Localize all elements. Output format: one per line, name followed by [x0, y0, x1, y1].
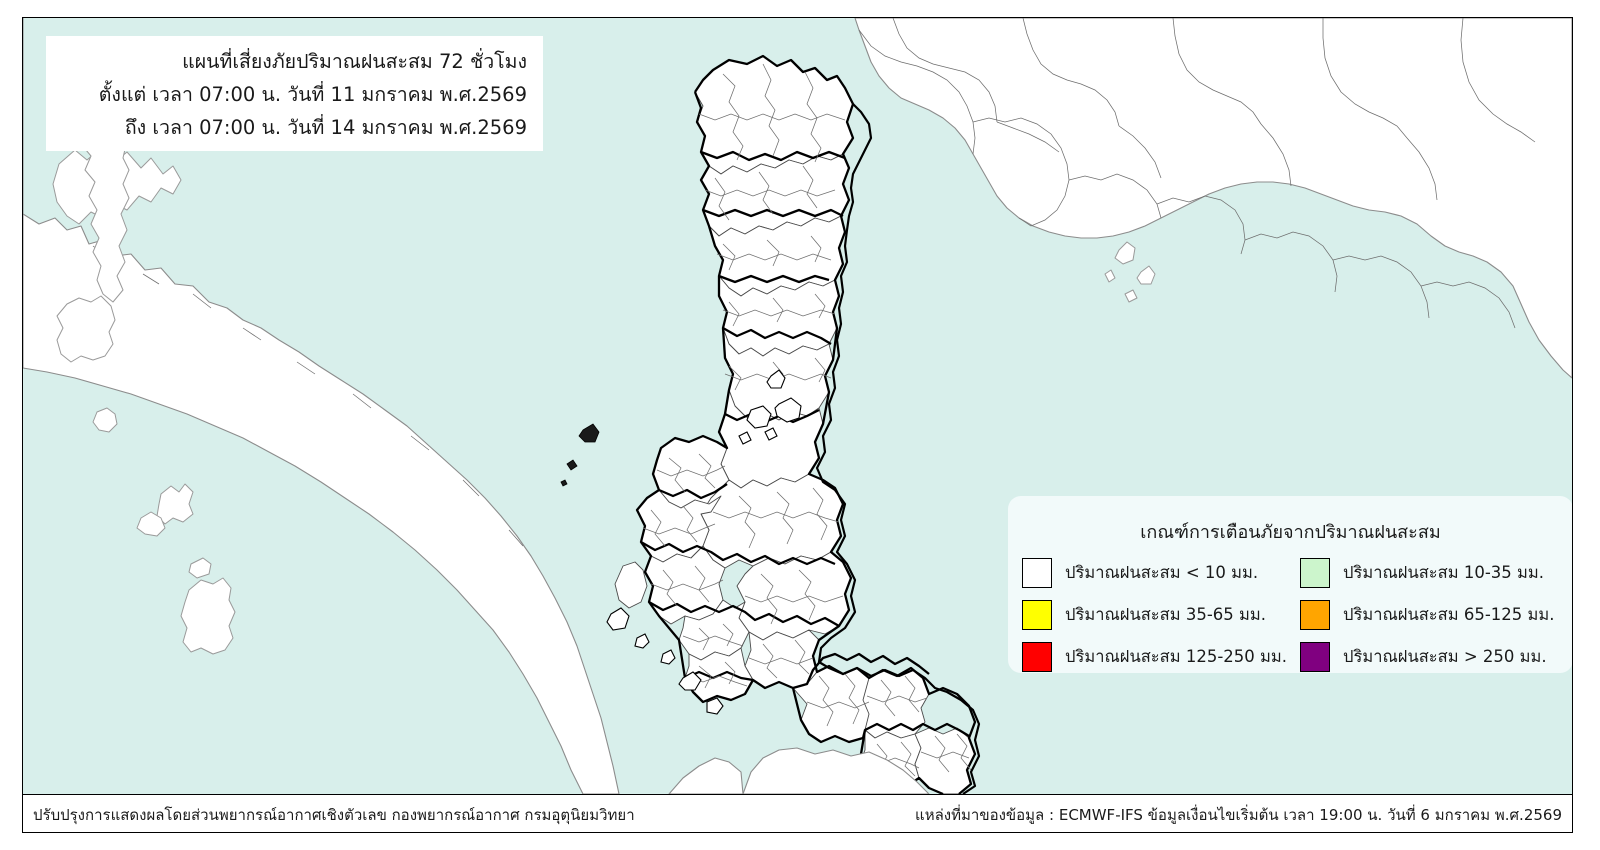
island-small-north-of-langkawi: [188, 557, 212, 579]
legend-item-125-250[interactable]: ปริมาณฝนสะสม 125-250 มม.: [1022, 636, 1300, 678]
legend-label-65-125: ปริมาณฝนสะสม 65-125 มม.: [1343, 605, 1555, 624]
footer-band: ปรับปรุงการแสดงผลโดยส่วนพยากรณ์อากาศเชิง…: [23, 794, 1572, 832]
island-small-gulf-a: [1104, 269, 1116, 283]
legend-item-10-35[interactable]: ปริมาณฝนสะสม 10-35 มม.: [1300, 552, 1572, 594]
title-line-1: แผนที่เสี่ยงภัยปริมาณฝนสะสม 72 ชั่วโมง: [182, 50, 527, 73]
neighbor-internal-boundaries: [858, 18, 1536, 329]
island-ko-tao: [766, 369, 786, 389]
legend-card: เกณฑ์การเตือนภัยจากปริมาณฝนสะสม ปริมาณฝน…: [1008, 496, 1572, 673]
island-samui-small: [764, 427, 778, 441]
cambodia-vietnam-landmass: [854, 18, 1572, 379]
map-frame: ปรับปรุงการแสดงผลโดยส่วนพยากรณ์อากาศเชิง…: [22, 17, 1573, 833]
legend-swatch-35-65: [1022, 600, 1052, 630]
legend-item-35-65[interactable]: ปริมาณฝนสะสม 35-65 มม.: [1022, 594, 1300, 636]
island-tarutao: [678, 671, 702, 691]
footer-credit-left: ปรับปรุงการแสดงผลโดยส่วนพยากรณ์อากาศเชิง…: [33, 806, 635, 824]
andaman-islets-group: [560, 423, 724, 715]
malaysia-landmass: [742, 747, 930, 794]
island-adang: [706, 697, 724, 715]
island-group-lower-b: [136, 511, 166, 537]
island-small-gulf-b: [1124, 289, 1138, 303]
island-western-round: [56, 295, 116, 363]
legend-swatch-10-35: [1300, 558, 1330, 588]
footer-source-right: แหล่งที่มาของข้อมูล : ECMWF-IFS ข้อมูลเง…: [915, 806, 1562, 824]
island-andaman-b: [560, 479, 568, 487]
gulf-islands-group: [1104, 241, 1156, 303]
legend-label-gt-250: ปริมาณฝนสะสม > 250 มม.: [1343, 647, 1547, 666]
legend-label-35-65: ปริมาณฝนสะสม 35-65 มม.: [1065, 605, 1267, 624]
legend-label-10-35: ปริมาณฝนสะสม 10-35 มม.: [1343, 563, 1545, 582]
legend-label-lt-10: ปริมาณฝนสะสม < 10 มม.: [1065, 563, 1259, 582]
legend-grid: ปริมาณฝนสะสม < 10 มม. ปริมาณฝนสะสม 10-35…: [1008, 552, 1572, 678]
samui-islands-group: [738, 369, 802, 445]
province-phuket[interactable]: [614, 561, 648, 609]
island-ang-thong: [738, 431, 752, 445]
legend-item-65-125[interactable]: ปริมาณฝนสะสม 65-125 มม.: [1300, 594, 1572, 636]
title-card: แผนที่เสี่ยงภัยปริมาณฝนสะสม 72 ชั่วโมง ต…: [46, 36, 543, 151]
island-ko-pha-ngan: [774, 397, 802, 423]
island-andaman-a: [566, 459, 578, 471]
island-similan: [578, 423, 600, 443]
island-ko-lanta: [606, 607, 630, 631]
legend-title: เกณฑ์การเตือนภัยจากปริมาณฝนสะสม: [1140, 522, 1441, 543]
province-nakhon-si-thammarat[interactable]: [736, 551, 852, 641]
legend-swatch-gt-250: [1300, 642, 1330, 672]
island-small-mid: [92, 407, 118, 433]
island-andaman-c: [660, 649, 676, 665]
island-ko-samui: [746, 405, 772, 429]
title-line-3: ถึง เวลา 07:00 น. วันที่ 14 มกราคม พ.ศ.2…: [124, 116, 527, 139]
island-ko-chang: [1114, 241, 1136, 265]
legend-swatch-lt-10: [1022, 558, 1052, 588]
island-langkawi-large: [180, 577, 236, 655]
myanmar-landmass: [23, 18, 620, 794]
legend-item-gt-250[interactable]: ปริมาณฝนสะสม > 250 มม.: [1300, 636, 1572, 678]
malaysia-west-coast: [668, 757, 744, 794]
peninsula-coastline: [815, 103, 981, 794]
legend-swatch-125-250: [1022, 642, 1052, 672]
legend-item-lt-10[interactable]: ปริมาณฝนสะสม < 10 มม.: [1022, 552, 1300, 594]
province-trang[interactable]: [678, 599, 750, 661]
district-boundary-group: [642, 63, 972, 781]
island-phi-phi: [634, 633, 650, 649]
legend-swatch-65-125: [1300, 600, 1330, 630]
island-ko-kut: [1136, 265, 1156, 285]
title-line-2: ตั้งแต่ เวลา 07:00 น. วันที่ 11 มกราคม พ…: [98, 83, 527, 106]
legend-label-125-250: ปริมาณฝนสะสม 125-250 มม.: [1065, 647, 1288, 666]
